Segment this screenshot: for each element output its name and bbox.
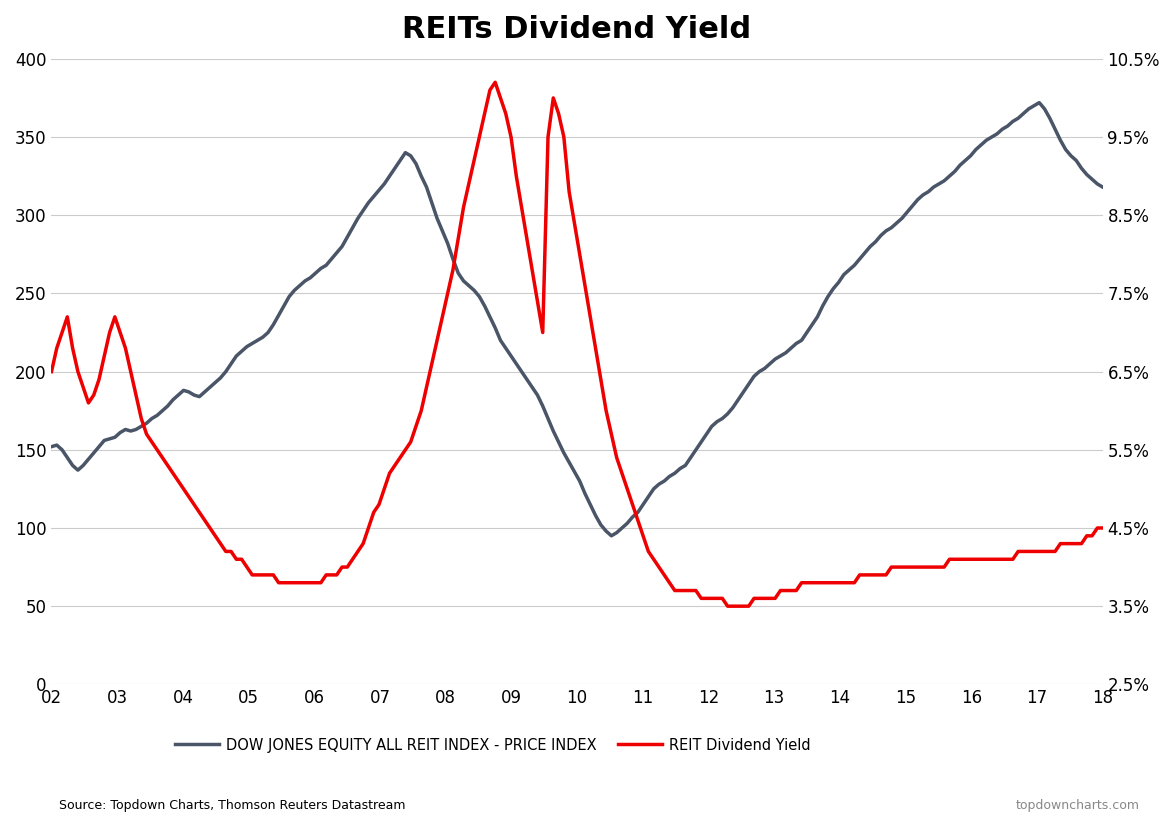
Text: Source: Topdown Charts, Thomson Reuters Datastream: Source: Topdown Charts, Thomson Reuters … (59, 798, 405, 812)
Legend: DOW JONES EQUITY ALL REIT INDEX - PRICE INDEX, REIT Dividend Yield: DOW JONES EQUITY ALL REIT INDEX - PRICE … (169, 732, 817, 758)
Title: REITs Dividend Yield: REITs Dividend Yield (403, 15, 752, 44)
Text: topdowncharts.com: topdowncharts.com (1015, 798, 1140, 812)
